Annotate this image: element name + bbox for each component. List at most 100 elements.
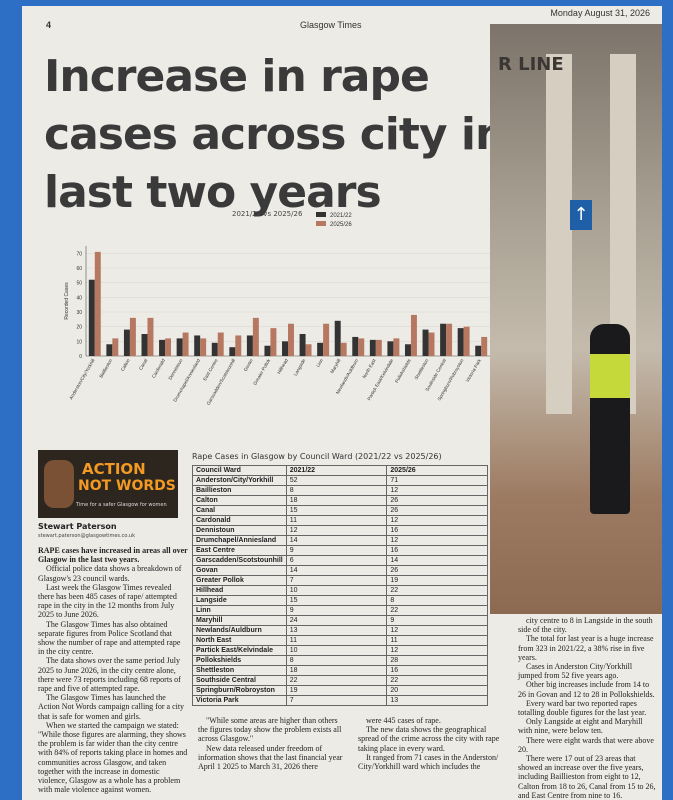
hi-vis-vest <box>590 354 630 398</box>
case-count-cell: 16 <box>386 665 488 676</box>
legend-label: 2021/22 <box>330 213 352 219</box>
bar-2021-22 <box>352 336 359 356</box>
table-row: Anderston/City/Yorkhill 52 71 <box>192 475 488 486</box>
page-number: 4 <box>46 20 52 30</box>
bar-2025-26 <box>340 342 347 356</box>
case-count-cell: 8 <box>386 595 488 606</box>
ward-name-cell: Springburn/Robroyston <box>192 685 287 696</box>
article-paragraph: The total for last year is a huge increa… <box>518 634 654 662</box>
ward-name-cell: Southside Central <box>192 675 287 686</box>
ward-name-cell: Linn <box>192 605 287 616</box>
article-paragraph: The Glasgow Times has also obtained sepa… <box>38 619 181 657</box>
ward-name-cell: Partick East/Kelvindale <box>192 645 287 656</box>
case-count-cell: 8 <box>285 485 388 496</box>
author-name: Stewart Paterson <box>38 522 117 531</box>
bar-2025-26 <box>446 323 453 356</box>
y-tick-label: 10 <box>76 339 82 345</box>
ward-name-cell: Maryhill <box>192 615 287 626</box>
bar-2025-26 <box>112 338 119 356</box>
bar-2021-22 <box>317 342 324 356</box>
table-header-cell: 2021/22 <box>285 465 388 476</box>
case-count-cell: 26 <box>386 495 488 506</box>
case-count-cell: 12 <box>386 535 488 546</box>
table-row: Greater Pollok 7 19 <box>192 575 488 586</box>
bar-2025-26 <box>129 317 136 356</box>
case-count-cell: 14 <box>285 535 388 546</box>
legend-swatch <box>316 221 326 226</box>
table-title: Rape Cases in Glasgow by Council Ward (2… <box>192 452 442 461</box>
ward-table: Council Ward 2021/22 2025/26 Anderston/Cit… <box>192 465 488 706</box>
article-paragraph: were 445 cases of rape. <box>366 716 441 725</box>
x-tick-label: Linn <box>315 358 324 368</box>
bar-2021-22 <box>299 334 306 356</box>
bar-2025-26 <box>252 317 259 356</box>
chart-title: 2021/22 vs 2025/26 <box>232 210 303 218</box>
bar-2025-26 <box>147 317 154 356</box>
case-count-cell: 19 <box>285 685 388 696</box>
one-way-arrow-icon: ↑ <box>570 200 592 230</box>
case-count-cell: 16 <box>386 525 488 536</box>
article-column-1: RAPE cases have increased in areas all o… <box>38 546 188 794</box>
article-paragraph: The new data shows the geographical spre… <box>358 725 500 753</box>
article-paragraph: The data shows over the same period July… <box>38 656 181 694</box>
article-column-2: "While some areas are higher than others… <box>198 716 348 771</box>
ward-name-cell: Greater Pollok <box>192 575 287 586</box>
ward-name-cell: Drumchapel/Anniesland <box>192 535 287 546</box>
table-row: Drumchapel/Anniesland 14 12 <box>192 535 488 546</box>
article-paragraph: city centre to 8 in Langside in the sout… <box>518 616 653 635</box>
table-row: Govan 14 26 <box>192 565 488 576</box>
x-tick-label: Govan <box>243 358 254 373</box>
x-tick-label: Anderston/City/Yorkhill <box>68 358 95 400</box>
bar-2021-22 <box>334 320 341 356</box>
x-tick-label: Langside <box>293 358 307 377</box>
bar-2021-22 <box>264 345 271 356</box>
case-count-cell: 26 <box>386 565 488 576</box>
x-tick-label: Hillhead <box>276 358 289 375</box>
ward-name-cell: Baillieston <box>192 485 287 496</box>
bar-2021-22 <box>176 338 183 356</box>
case-count-cell: 6 <box>285 555 388 566</box>
case-count-cell: 26 <box>386 505 488 516</box>
page-header: 4 Glasgow Times Monday August 31, 2026 <box>40 6 650 30</box>
case-count-cell: 22 <box>285 675 388 686</box>
campaign-line-2: NOT WORDS <box>78 478 176 494</box>
table-row: Hillhead 10 22 <box>192 585 488 596</box>
case-count-cell: 15 <box>285 595 388 606</box>
x-tick-label: Canal <box>138 358 148 371</box>
case-count-cell: 10 <box>285 585 388 596</box>
table-header-row: Council Ward 2021/22 2025/26 <box>192 465 488 476</box>
y-tick-label: 30 <box>76 310 82 316</box>
case-count-cell: 7 <box>285 695 388 706</box>
y-tick-label: 60 <box>76 266 82 272</box>
bar-2021-22 <box>369 339 376 356</box>
case-count-cell: 19 <box>386 575 488 586</box>
ward-name-cell: North East <box>192 635 287 646</box>
legend-label: 2025/26 <box>330 222 352 228</box>
table-row: Shettleston 18 16 <box>192 665 488 676</box>
case-count-cell: 12 <box>386 485 488 496</box>
chart-svg: 2021/22 2025/26 0 10 20 30 40 50 60 70 Recorded Ca… <box>64 212 490 406</box>
bar-2025-26 <box>428 332 435 356</box>
case-count-cell: 18 <box>285 495 388 506</box>
article-column-4: city centre to 8 in Langside in the sout… <box>518 616 656 800</box>
bar-2021-22 <box>106 344 113 356</box>
article-paragraph: There were 17 out of 23 areas that showe… <box>518 754 656 800</box>
case-count-cell: 11 <box>285 515 388 526</box>
ward-name-cell: Hillhead <box>192 585 287 596</box>
x-tick-label: Baillieston <box>98 358 113 379</box>
bar-2021-22 <box>246 335 253 356</box>
case-count-cell: 52 <box>285 475 388 486</box>
y-axis-label: Recorded Cases <box>64 282 70 320</box>
case-count-cell: 13 <box>386 695 488 706</box>
table-row: Southside Central 22 22 <box>192 675 488 686</box>
y-tick-label: 40 <box>76 295 82 301</box>
bar-chart: 2021/22 2025/26 0 10 20 30 40 50 60 70 Recorded Ca… <box>58 206 498 426</box>
publication-name: Glasgow Times <box>300 20 362 30</box>
case-count-cell: 28 <box>386 655 488 666</box>
background-edge <box>0 0 22 800</box>
table-row: Victoria Park 7 13 <box>192 695 488 706</box>
case-count-cell: 13 <box>285 625 388 636</box>
bar-2021-22 <box>387 341 394 356</box>
case-count-cell: 14 <box>386 555 488 566</box>
table-row: Maryhill 24 9 <box>192 615 488 626</box>
